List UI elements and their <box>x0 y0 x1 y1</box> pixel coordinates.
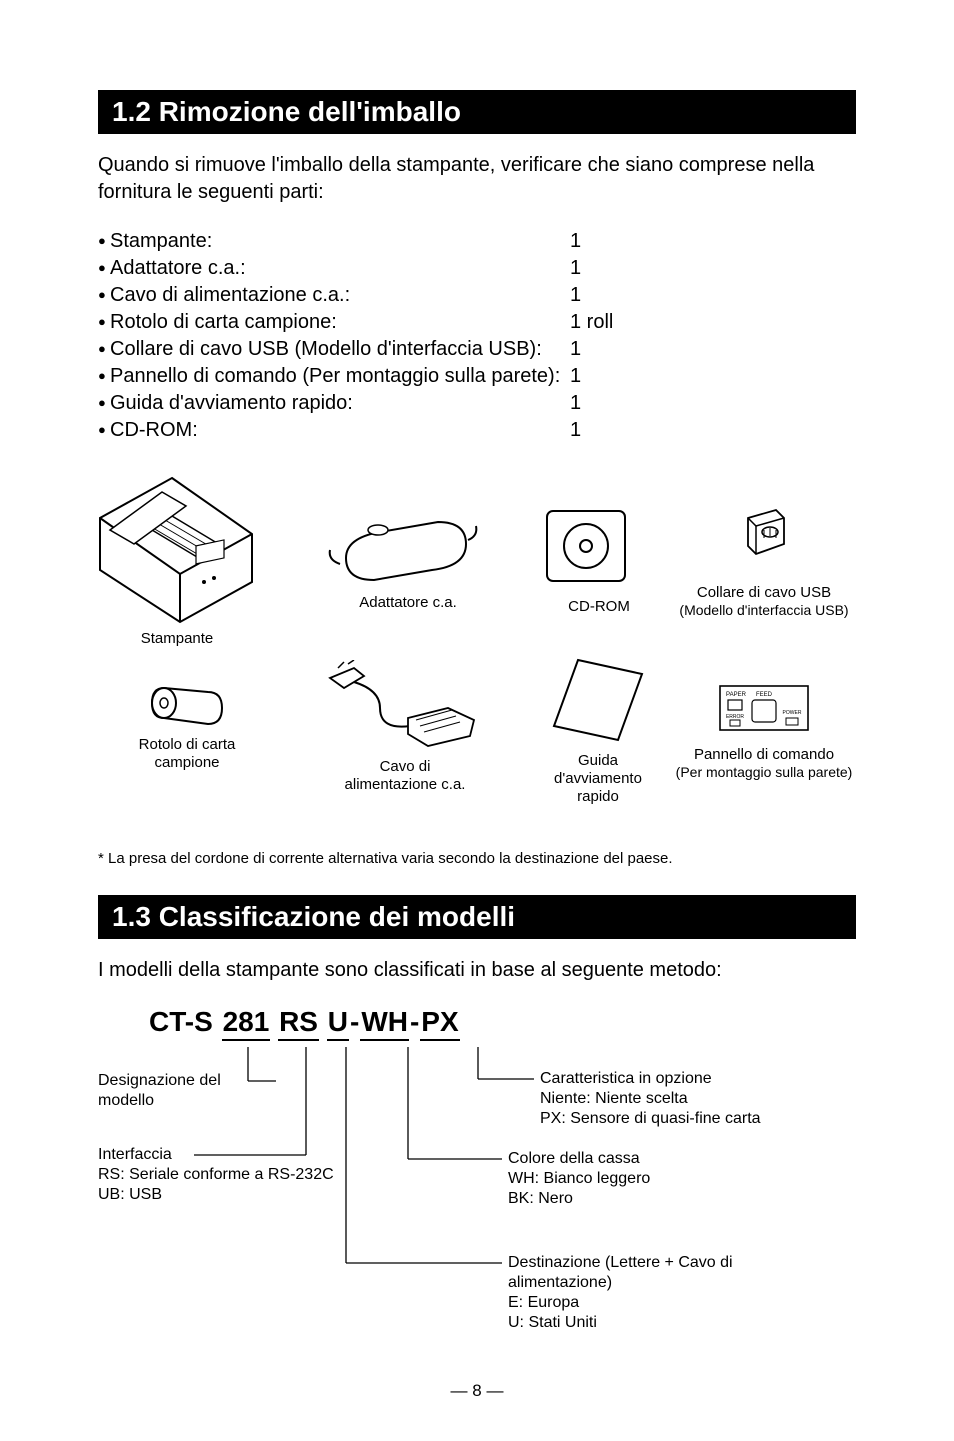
model-name-label-1: Designazione del <box>98 1071 278 1091</box>
dest-label-2: alimentazione) <box>508 1273 828 1293</box>
section-1-3-intro: I modelli della stampante sono classific… <box>98 957 856 984</box>
usb-collar-caption-1: Collare di cavo USB <box>664 584 864 602</box>
dest-label-4: U: Stati Uniti <box>508 1313 828 1333</box>
paper-roll-icon <box>148 676 226 730</box>
dest-label-1: Destinazione (Lettere + Cavo di <box>508 1253 828 1273</box>
option-label-2: Niente: Niente scelta <box>540 1089 840 1109</box>
color-label-3: BK: Nero <box>508 1189 808 1209</box>
dest-label-3: E: Europa <box>508 1293 828 1313</box>
paper-roll-caption-2: campione <box>112 754 262 772</box>
printer-caption: Stampante <box>92 630 262 648</box>
paper-roll-caption-1: Rotolo di carta <box>112 736 262 754</box>
list-item: Pannello di comando (Per montaggio sulla… <box>98 363 856 390</box>
package-figures: Stampante Adattatore c.a. CD-ROM <box>98 474 856 844</box>
list-item: Guida d'avviamento rapido:1 <box>98 390 856 417</box>
adapter-caption: Adattatore c.a. <box>328 594 488 612</box>
list-item: Stampante:1 <box>98 228 856 255</box>
section-1-2-intro: Quando si rimuove l'imballo della stampa… <box>98 152 856 206</box>
printer-icon <box>92 474 262 624</box>
svg-text:ERROR: ERROR <box>726 714 744 720</box>
interface-label-1: Interfaccia <box>98 1145 358 1165</box>
panel-caption-2: (Per montaggio sulla parete) <box>664 764 864 781</box>
guide-caption-3: rapido <box>538 788 658 806</box>
option-label-1: Caratteristica in opzione <box>540 1069 840 1089</box>
panel-caption-1: Pannello di comando <box>664 746 864 764</box>
guide-caption-2: d'avviamento <box>538 770 658 788</box>
interface-label-2: RS: Seriale conforme a RS-232C <box>98 1165 358 1185</box>
operation-panel-icon: PAPER ERROR FEED POWER <box>718 684 810 732</box>
svg-text:PAPER: PAPER <box>726 692 747 698</box>
footnote: * La presa del cordone di corrente alter… <box>98 850 856 867</box>
color-label-1: Colore della cassa <box>508 1149 808 1169</box>
color-label-2: WH: Bianco leggero <box>508 1169 808 1189</box>
model-name-label-2: modello <box>98 1091 278 1111</box>
guide-icon <box>548 654 648 746</box>
power-cable-caption-1: Cavo di <box>320 758 490 776</box>
model-diagram: Designazione del modello Interfaccia RS:… <box>98 1047 856 1347</box>
adapter-icon <box>328 510 478 588</box>
list-item: CD-ROM:1 <box>98 417 856 444</box>
option-label-3: PX: Sensore di quasi-fine carta <box>540 1109 840 1129</box>
cdrom-icon <box>544 508 628 584</box>
package-items-list: Stampante:1 Adattatore c.a.:1 Cavo di al… <box>98 228 856 444</box>
svg-text:FEED: FEED <box>756 692 773 698</box>
guide-caption-1: Guida <box>538 752 658 770</box>
svg-text:POWER: POWER <box>783 710 802 716</box>
list-item: Adattatore c.a.:1 <box>98 255 856 282</box>
power-cable-caption-2: alimentazione c.a. <box>320 776 490 794</box>
list-item: Cavo di alimentazione c.a.:1 <box>98 282 856 309</box>
list-item: Rotolo di carta campione:1 roll <box>98 309 856 336</box>
usb-collar-caption-2: (Modello d'interfaccia USB) <box>664 602 864 619</box>
list-item: Collare di cavo USB (Modello d'interfacc… <box>98 336 856 363</box>
interface-label-3: UB: USB <box>98 1185 358 1205</box>
page-number: — 8 — <box>98 1381 856 1401</box>
usb-collar-icon <box>734 504 794 562</box>
section-1-3-title: 1.3 Classificazione dei modelli <box>98 895 856 939</box>
section-1-2-title: 1.2 Rimozione dell'imballo <box>98 90 856 134</box>
power-cable-icon <box>320 660 480 752</box>
cdrom-caption: CD-ROM <box>544 598 654 616</box>
model-code: CT-S 281 RS U - WH - PX <box>148 1006 856 1041</box>
